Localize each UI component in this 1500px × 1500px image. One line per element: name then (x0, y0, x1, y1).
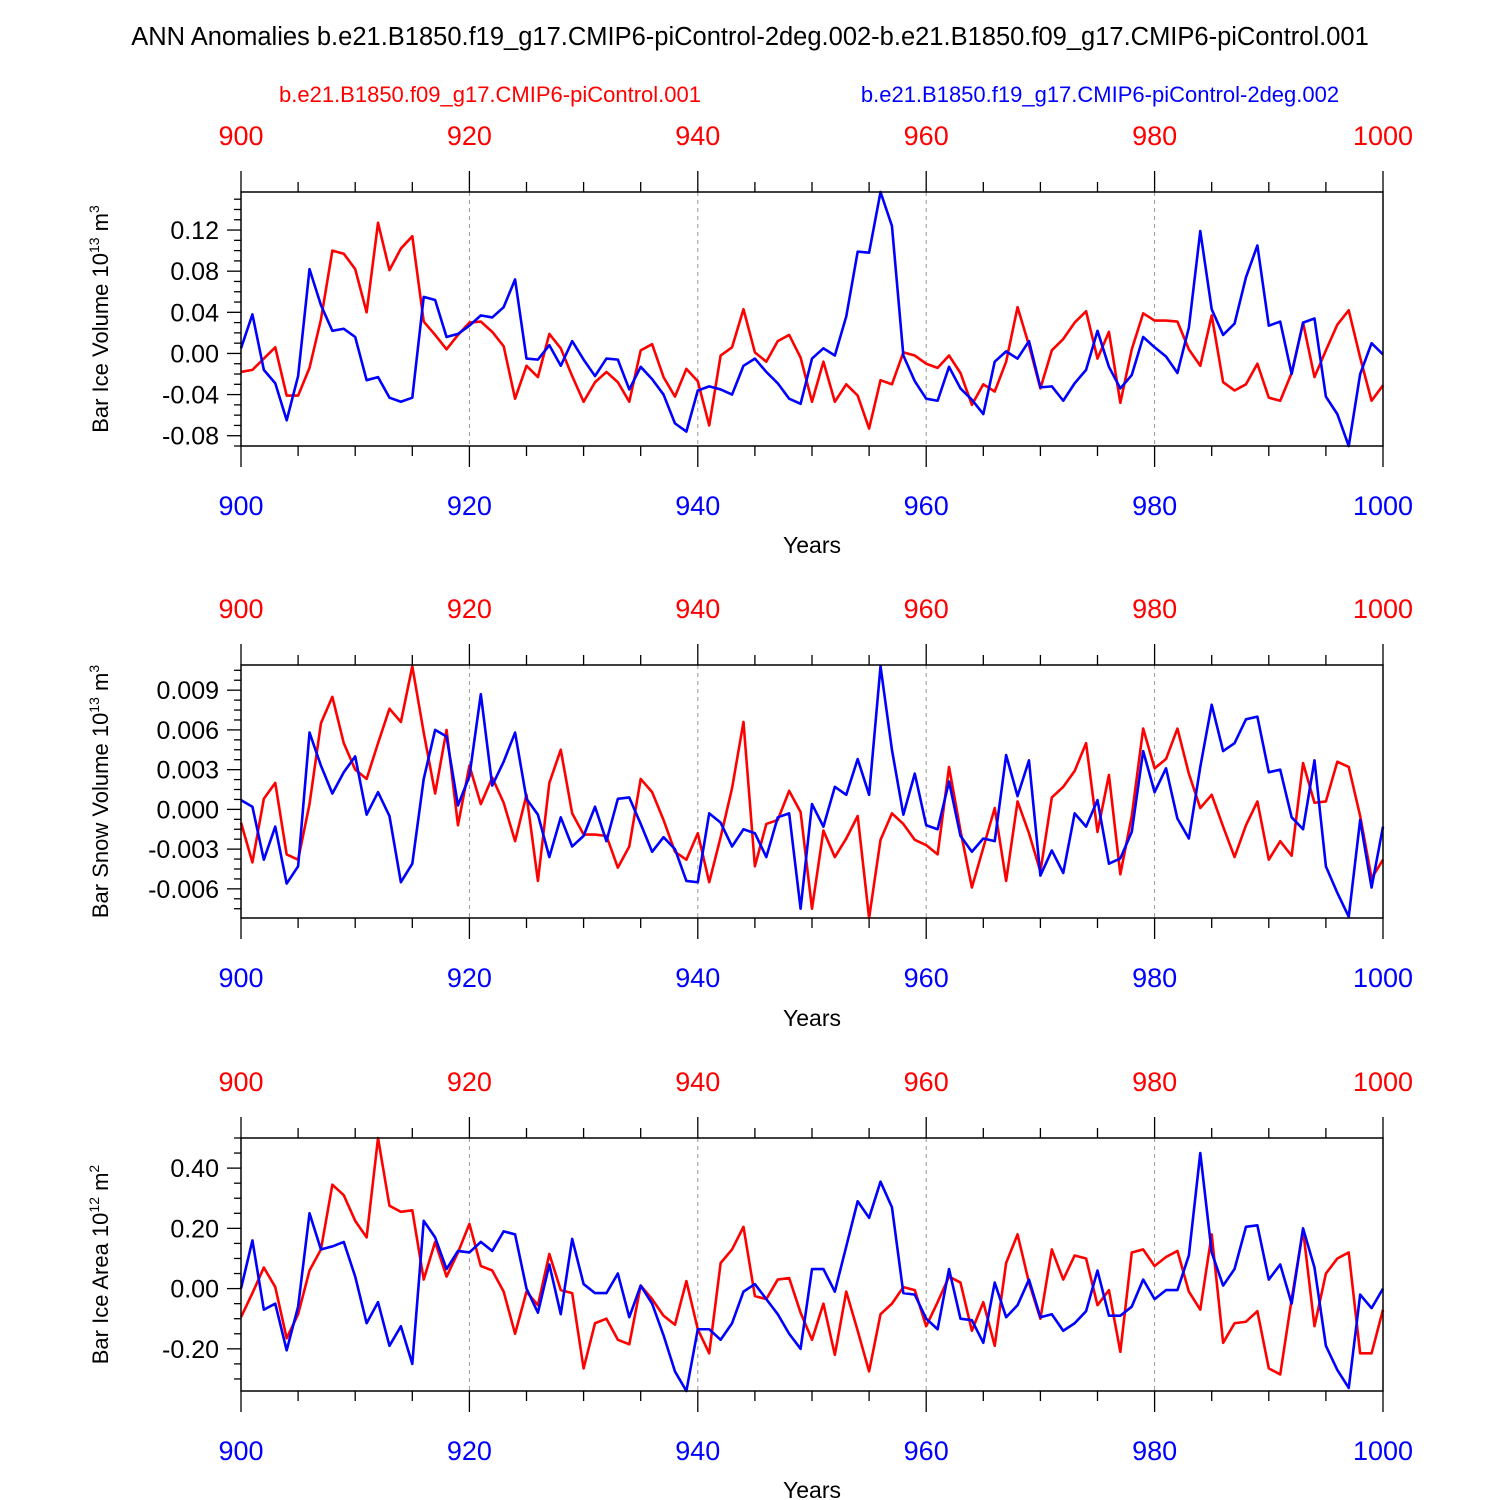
x-tick-label-bottom: 940 (675, 491, 720, 521)
x-tick-label-bottom: 900 (218, 491, 263, 521)
figure-title: ANN Anomalies b.e21.B1850.f19_g17.CMIP6-… (131, 23, 1369, 51)
y-tick-label: 0.04 (170, 299, 219, 327)
series-line-red (240, 221, 1385, 430)
x-tick-label-bottom: 920 (447, 491, 492, 521)
x-tick-label-top: 980 (1132, 1067, 1177, 1097)
y-axis-label-unit-exponent: 3 (86, 665, 102, 673)
x-tick-label-top: 960 (904, 121, 949, 151)
x-tick-label-bottom: 1000 (1353, 491, 1413, 521)
x-tick-label-bottom: 980 (1132, 1436, 1177, 1466)
x-tick-label-top: 900 (218, 594, 263, 624)
y-tick-label: -0.08 (162, 423, 219, 451)
x-tick-label-bottom: 900 (218, 1436, 263, 1466)
x-tick-label-top: 920 (447, 121, 492, 151)
y-axis-label-unit-exponent: 3 (86, 205, 102, 213)
y-tick-label: 0.12 (170, 217, 219, 245)
y-tick-label: -0.006 (148, 876, 219, 904)
panel-2: -0.006 -0.003 0.000 0.003 0.006 0.009 900 900 92… (86, 594, 1413, 1031)
x-tick-label-top: 900 (218, 1067, 263, 1097)
y-tick-label: 0.00 (170, 1276, 219, 1304)
y-axis-label-unit: m (88, 213, 113, 237)
panel-1: -0.08 -0.04 0.00 0.04 0.08 0.12 900 900 920 920 94… (86, 121, 1413, 558)
x-tick-label-bottom: 980 (1132, 491, 1177, 521)
x-axis-label: Years (783, 1477, 841, 1500)
x-tick-label-bottom: 940 (675, 963, 720, 993)
y-axis-label-text: Bar Ice Volume 10 (88, 253, 113, 433)
y-axis-label-unit: m (88, 1173, 113, 1197)
x-tick-label-top: 980 (1132, 121, 1177, 151)
y-tick-label: -0.04 (162, 382, 219, 410)
x-tick-label-bottom: 1000 (1353, 963, 1413, 993)
y-axis-label-unit: m (88, 673, 113, 697)
x-tick-label-bottom: 920 (447, 963, 492, 993)
x-tick-label-top: 940 (675, 121, 720, 151)
y-tick-label: 0.006 (156, 717, 219, 745)
y-tick-label: 0.009 (156, 677, 219, 705)
y-tick-label: 0.40 (170, 1155, 219, 1183)
plot-frame (240, 664, 1384, 919)
y-tick-label: -0.20 (162, 1336, 219, 1364)
y-tick-label: 0.00 (170, 340, 219, 368)
series-line-blue (239, 190, 1384, 448)
legend-entry-red: b.e21.B1850.f09_g17.CMIP6-piControl.001 (279, 82, 701, 107)
panel-3: -0.20 0.00 0.20 0.40 900 900 920 920 940 940 960 96… (86, 1067, 1413, 1500)
x-tick-label-top: 960 (904, 594, 949, 624)
y-axis-label-unit-exponent: 2 (86, 1165, 102, 1173)
x-tick-label-top: 920 (447, 1067, 492, 1097)
x-tick-label-bottom: 1000 (1353, 1436, 1413, 1466)
x-tick-label-bottom: 960 (904, 491, 949, 521)
x-tick-label-top: 1000 (1353, 594, 1413, 624)
series-line-red (239, 1136, 1385, 1376)
x-tick-label-bottom: 960 (904, 963, 949, 993)
x-tick-label-top: 940 (675, 1067, 720, 1097)
series-line-blue (240, 665, 1385, 918)
x-tick-label-bottom: 920 (447, 1436, 492, 1466)
y-tick-label: 0.003 (156, 757, 219, 785)
y-tick-label: 0.08 (170, 258, 219, 286)
x-tick-label-top: 920 (447, 594, 492, 624)
series-line-blue (239, 1151, 1385, 1393)
x-tick-label-bottom: 980 (1132, 963, 1177, 993)
y-tick-label: 0.000 (156, 796, 219, 824)
x-tick-label-top: 960 (904, 1067, 949, 1097)
x-tick-label-top: 900 (218, 121, 263, 151)
x-axis-label: Years (783, 1005, 841, 1031)
plot-frame (240, 1137, 1384, 1392)
y-axis-label-exponent: 12 (86, 1197, 102, 1213)
y-axis-label: Bar Snow Volume 1013 m3 (86, 665, 113, 919)
x-tick-label-top: 940 (675, 594, 720, 624)
y-axis-label-text: Bar Ice Area 10 (88, 1213, 113, 1365)
y-axis-label-text: Bar Snow Volume 10 (88, 713, 113, 918)
series-line-red (239, 665, 1385, 920)
x-tick-label-bottom: 940 (675, 1436, 720, 1466)
plot-frame (240, 191, 1384, 447)
x-axis-label: Years (783, 532, 841, 558)
y-tick-label: -0.003 (148, 836, 219, 864)
y-axis-label: Bar Ice Area 1012 m2 (86, 1165, 113, 1365)
y-tick-label: 0.20 (170, 1215, 219, 1243)
x-tick-label-top: 1000 (1353, 1067, 1413, 1097)
x-tick-label-bottom: 900 (218, 963, 263, 993)
y-axis-label-exponent: 13 (86, 697, 102, 713)
y-axis-label: Bar Ice Volume 1013 m3 (86, 205, 113, 433)
legend-entry-blue: b.e21.B1850.f19_g17.CMIP6-piControl-2deg… (861, 82, 1339, 107)
x-tick-label-bottom: 960 (904, 1436, 949, 1466)
x-tick-label-top: 980 (1132, 594, 1177, 624)
x-tick-label-top: 1000 (1353, 121, 1413, 151)
y-axis-label-exponent: 13 (86, 237, 102, 253)
